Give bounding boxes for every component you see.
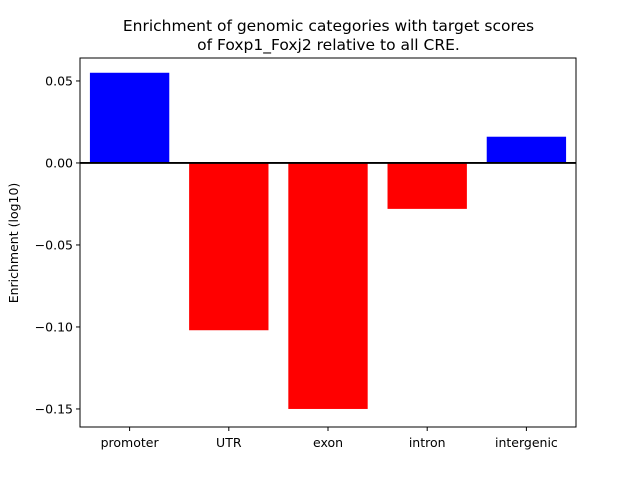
y-tick-label: −0.10 (35, 319, 73, 334)
bar-promoter (89, 72, 170, 163)
chart-title-line-1: Enrichment of genomic categories with ta… (123, 17, 534, 35)
x-tick-label-intron: intron (409, 435, 446, 450)
bar-intron (387, 162, 467, 209)
y-tick-label: −0.15 (35, 401, 73, 416)
bar-series (89, 72, 567, 409)
y-tick-label: −0.05 (35, 237, 73, 252)
y-axis: 0.05 0.00 −0.05 −0.10 −0.15 (35, 73, 80, 416)
bar-exon (288, 162, 368, 409)
x-tick-label-UTR: UTR (216, 435, 242, 450)
y-tick-label: 0.05 (45, 73, 73, 88)
x-tick-label-promoter: promoter (101, 435, 160, 450)
bar-UTR (189, 162, 269, 331)
chart-title-line-2: of Foxp1_Foxj2 relative to all CRE. (197, 36, 460, 55)
x-axis: promoter UTR exon intron intergenic (101, 427, 558, 450)
bar-intergenic (486, 136, 567, 163)
x-tick-label-exon: exon (313, 435, 343, 450)
x-tick-label-intergenic: intergenic (495, 435, 558, 450)
y-tick-label: 0.00 (45, 155, 73, 170)
y-axis-label: Enrichment (log10) (6, 183, 21, 304)
